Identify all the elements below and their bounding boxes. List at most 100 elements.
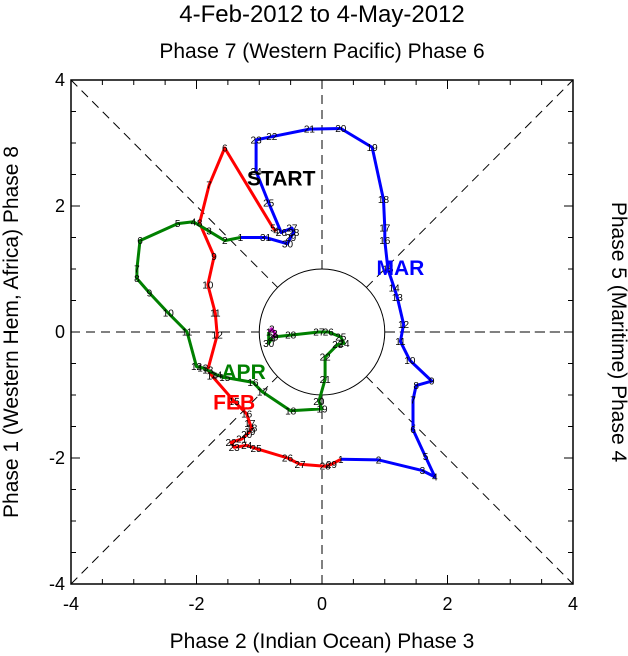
day-label: 27 (313, 328, 325, 339)
day-label: 15 (229, 397, 241, 408)
day-label: 26 (323, 328, 335, 339)
x-tick-label: 0 (317, 594, 327, 614)
day-label: 19 (367, 143, 379, 154)
day-label: 14 (207, 372, 219, 383)
day-label: 4 (432, 472, 438, 483)
x-tick-label: 2 (442, 594, 452, 614)
diagonal-line (70, 79, 278, 288)
day-label: 8 (134, 274, 140, 285)
y-tick-label: 2 (55, 196, 65, 216)
day-label: 21 (304, 125, 316, 136)
series-line-feb (198, 146, 342, 468)
day-label: 3 (206, 227, 212, 238)
day-label: 14 (389, 283, 401, 294)
day-label: 11 (210, 309, 221, 320)
day-label: 31 (260, 233, 272, 244)
day-label: 22 (320, 353, 332, 364)
day-label: 12 (191, 362, 203, 373)
x-tick-label: -4 (63, 594, 79, 614)
annotation-mar: MAR (377, 257, 425, 280)
series-line-apr (135, 220, 346, 413)
annotation-apr: APR (221, 361, 265, 384)
day-label: 29 (326, 460, 338, 471)
day-label: 2 (222, 236, 228, 247)
day-label: 12 (398, 320, 410, 331)
annotation-start: START (247, 168, 316, 191)
day-label: 10 (404, 356, 416, 367)
series-line-mar (240, 127, 437, 479)
day-label: 15 (219, 373, 231, 384)
day-label: 1 (266, 328, 272, 339)
top-phase-label: Phase 7 (Western Pacific) Phase 6 (159, 40, 484, 63)
day-label: 24 (241, 441, 253, 452)
day-label: 21 (320, 375, 332, 386)
day-label: 26 (276, 228, 288, 239)
day-label: 25 (263, 198, 275, 209)
day-label: 16 (247, 378, 259, 389)
day-label: 24 (251, 167, 263, 178)
right-phase-label: Phase 5 (Maritime) Phase 4 (607, 202, 628, 463)
day-label: 4 (273, 227, 279, 238)
day-label: 15 (382, 265, 394, 276)
day-label: 30 (263, 339, 275, 350)
day-label: 28 (285, 331, 297, 342)
diagonal-line (366, 376, 574, 585)
diagonal-line (366, 79, 574, 288)
day-label: 1 (338, 455, 344, 466)
day-label: 29 (267, 333, 279, 344)
day-label: 28 (288, 228, 300, 239)
month-annotations: START MAR APR FEB (213, 168, 424, 415)
day-label: 21 (236, 435, 248, 446)
day-label: 19 (316, 404, 328, 415)
day-label: 30 (282, 239, 294, 250)
day-label: 13 (392, 293, 404, 304)
day-label: 2 (269, 324, 275, 335)
day-label: 6 (410, 425, 416, 436)
day-label: 6 (137, 236, 143, 247)
day-label: 22 (266, 132, 278, 143)
plot-frame (70, 79, 574, 585)
day-label: 4 (270, 334, 276, 345)
day-label: 29 (285, 233, 297, 244)
day-label: 18 (378, 195, 390, 206)
day-label: 23 (251, 135, 263, 146)
day-label: 20 (335, 124, 347, 135)
day-label: 26 (282, 454, 294, 465)
day-label: 12 (212, 331, 224, 342)
day-label: 22 (225, 438, 237, 449)
day-label: 14 (211, 370, 223, 381)
bottom-phase-label: Phase 2 (Indian Ocean) Phase 3 (170, 630, 475, 653)
day-label: 27 (286, 224, 298, 235)
y-tick-label: 0 (55, 322, 65, 342)
day-label: 8 (197, 219, 203, 230)
day-label: 5 (423, 452, 429, 463)
day-label: 2 (376, 455, 382, 466)
day-label: 18 (285, 406, 297, 417)
left-phase-label: Phase 1 (Western Hem, Africa) Phase 8 (0, 146, 23, 518)
day-label: 28 (320, 462, 332, 473)
series-layer (135, 127, 437, 479)
day-label: 25 (335, 333, 347, 344)
day-label: 19 (244, 427, 256, 438)
day-label: 5 (270, 224, 276, 235)
day-label: 9 (147, 288, 153, 299)
chart-title: 4-Feb-2012 to 4-May-2012 (179, 1, 465, 28)
day-label: 24 (338, 339, 350, 350)
day-label: 4 (191, 217, 197, 228)
day-label: 16 (379, 236, 391, 247)
day-label: 7 (410, 396, 416, 407)
day-label: 11 (182, 328, 193, 339)
day-label: 18 (246, 423, 258, 434)
day-label: 1 (238, 233, 244, 244)
day-label: 11 (395, 337, 406, 348)
day-label: 7 (134, 265, 140, 276)
day-label: 17 (257, 387, 269, 398)
day-label: 23 (332, 340, 344, 351)
y-tick-label: 4 (55, 70, 65, 90)
x-tick-label: -2 (188, 594, 204, 614)
day-label: 9 (211, 252, 217, 263)
day-label: 5 (175, 219, 181, 230)
day-label: 27 (294, 460, 306, 471)
